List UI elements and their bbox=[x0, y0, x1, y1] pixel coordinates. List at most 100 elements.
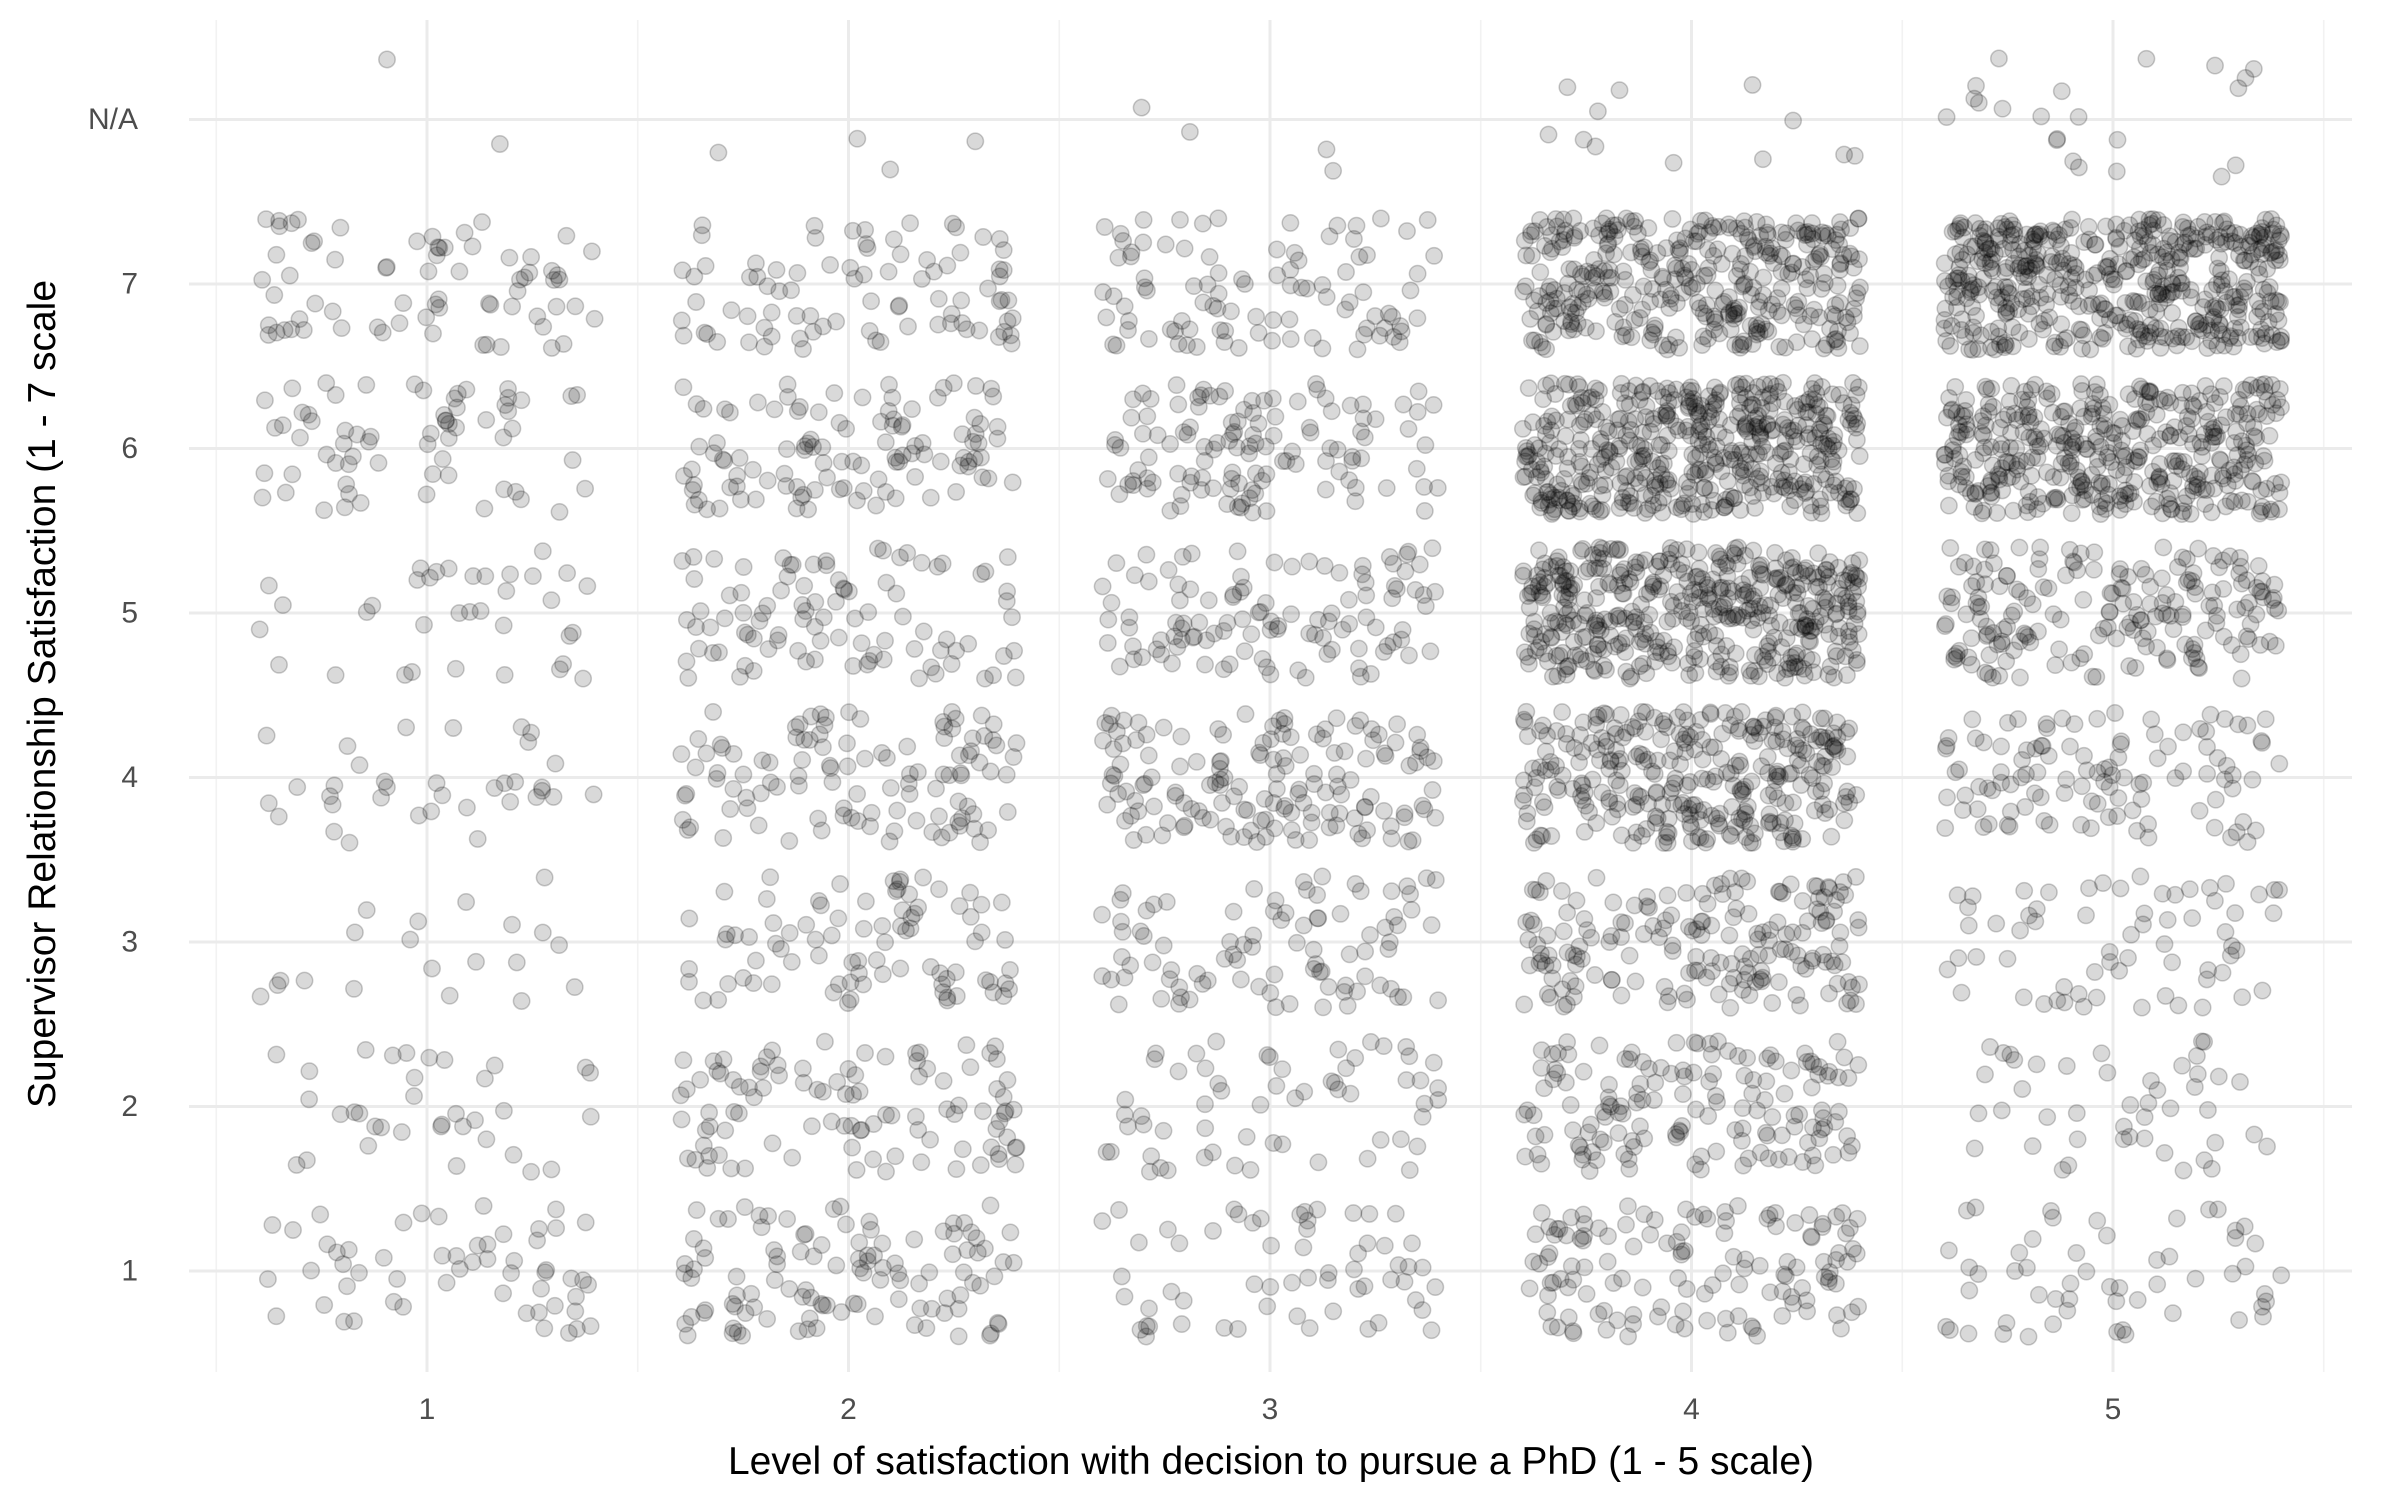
data-point bbox=[1574, 1231, 1592, 1250]
data-point bbox=[850, 1233, 869, 1252]
data-point bbox=[1144, 895, 1163, 914]
data-point bbox=[1093, 967, 1112, 986]
data-point bbox=[2208, 1200, 2227, 1219]
data-point bbox=[2182, 572, 2201, 591]
data-point bbox=[1328, 440, 1347, 459]
data-point bbox=[1709, 1032, 1727, 1051]
data-point bbox=[754, 1078, 773, 1097]
data-point bbox=[822, 926, 841, 945]
data-point bbox=[1585, 661, 1604, 680]
data-point bbox=[768, 777, 786, 796]
data-point bbox=[727, 1267, 746, 1286]
data-point bbox=[812, 896, 830, 915]
data-point bbox=[2068, 1130, 2087, 1149]
data-point bbox=[793, 595, 812, 614]
data-point bbox=[1198, 971, 1217, 990]
data-point bbox=[677, 652, 696, 671]
data-point bbox=[2015, 881, 2034, 900]
data-point bbox=[326, 666, 345, 685]
data-point bbox=[683, 481, 702, 499]
data-point bbox=[1004, 1100, 1023, 1119]
data-point bbox=[2052, 454, 2071, 473]
data-point bbox=[1801, 266, 1820, 285]
data-point bbox=[1714, 295, 1732, 313]
data-point bbox=[1517, 913, 1536, 932]
data-point bbox=[849, 1250, 868, 1268]
data-point bbox=[2187, 649, 2206, 668]
data-point bbox=[1974, 818, 1993, 836]
data-point bbox=[1213, 793, 1231, 812]
data-point bbox=[809, 809, 828, 828]
data-point bbox=[291, 428, 309, 447]
data-point bbox=[317, 445, 336, 464]
data-point bbox=[533, 542, 552, 561]
data-point bbox=[1291, 745, 1310, 764]
data-point bbox=[2106, 704, 2124, 722]
data-point bbox=[574, 1271, 593, 1290]
data-point bbox=[1196, 1059, 1215, 1078]
data-point bbox=[838, 734, 856, 753]
data-point bbox=[998, 1071, 1017, 1089]
data-point bbox=[1717, 636, 1736, 655]
data-point bbox=[745, 1088, 763, 1107]
data-point bbox=[1622, 1043, 1641, 1062]
data-point bbox=[2214, 551, 2232, 570]
data-point bbox=[1717, 1211, 1736, 1230]
data-point bbox=[949, 812, 968, 831]
data-point bbox=[1710, 558, 1729, 577]
data-point bbox=[1004, 748, 1023, 766]
data-point bbox=[2174, 723, 2193, 742]
data-point bbox=[982, 1138, 1001, 1157]
data-point bbox=[2084, 560, 2103, 579]
data-point bbox=[258, 1270, 277, 1289]
data-point bbox=[711, 735, 730, 754]
data-point bbox=[1403, 1234, 1421, 1253]
data-point bbox=[1097, 308, 1116, 327]
data-point bbox=[433, 786, 452, 805]
data-point bbox=[1114, 231, 1133, 250]
data-point bbox=[1830, 235, 1849, 254]
data-point bbox=[2092, 1044, 2111, 1063]
data-point bbox=[854, 481, 873, 500]
data-point bbox=[1751, 1143, 1770, 1162]
data-point bbox=[768, 1255, 787, 1274]
data-point bbox=[2239, 445, 2258, 464]
data-point bbox=[2235, 1217, 2254, 1236]
data-point bbox=[889, 1290, 908, 1309]
data-point bbox=[2191, 719, 2209, 738]
data-point bbox=[1672, 1242, 1691, 1261]
data-point bbox=[1600, 443, 1619, 462]
data-point bbox=[685, 570, 704, 588]
data-point bbox=[912, 269, 931, 288]
data-point bbox=[858, 1252, 877, 1271]
data-point bbox=[740, 333, 758, 352]
data-point bbox=[789, 767, 808, 786]
data-point bbox=[933, 975, 952, 994]
data-point bbox=[788, 478, 806, 496]
data-point bbox=[1110, 485, 1129, 504]
data-point bbox=[1400, 646, 1418, 665]
data-point bbox=[2155, 935, 2174, 954]
data-point bbox=[433, 450, 452, 468]
data-point bbox=[910, 1067, 929, 1086]
data-point bbox=[361, 427, 380, 446]
data-point bbox=[1800, 1206, 1819, 1224]
data-point bbox=[722, 301, 741, 320]
data-point bbox=[1243, 1213, 1262, 1232]
data-point bbox=[394, 1213, 413, 1232]
data-point bbox=[1261, 984, 1280, 1002]
data-point bbox=[951, 764, 970, 783]
data-point bbox=[715, 451, 734, 470]
data-point bbox=[900, 765, 919, 784]
data-point bbox=[844, 656, 863, 675]
data-point bbox=[901, 214, 920, 233]
data-point bbox=[1538, 218, 1556, 236]
data-point bbox=[1531, 826, 1550, 845]
data-point bbox=[950, 746, 969, 765]
data-point bbox=[907, 1044, 925, 1063]
data-point bbox=[1573, 282, 1592, 301]
data-point bbox=[1763, 1108, 1782, 1126]
data-point bbox=[533, 781, 552, 800]
data-point bbox=[1109, 995, 1128, 1014]
data-point bbox=[796, 1224, 815, 1243]
